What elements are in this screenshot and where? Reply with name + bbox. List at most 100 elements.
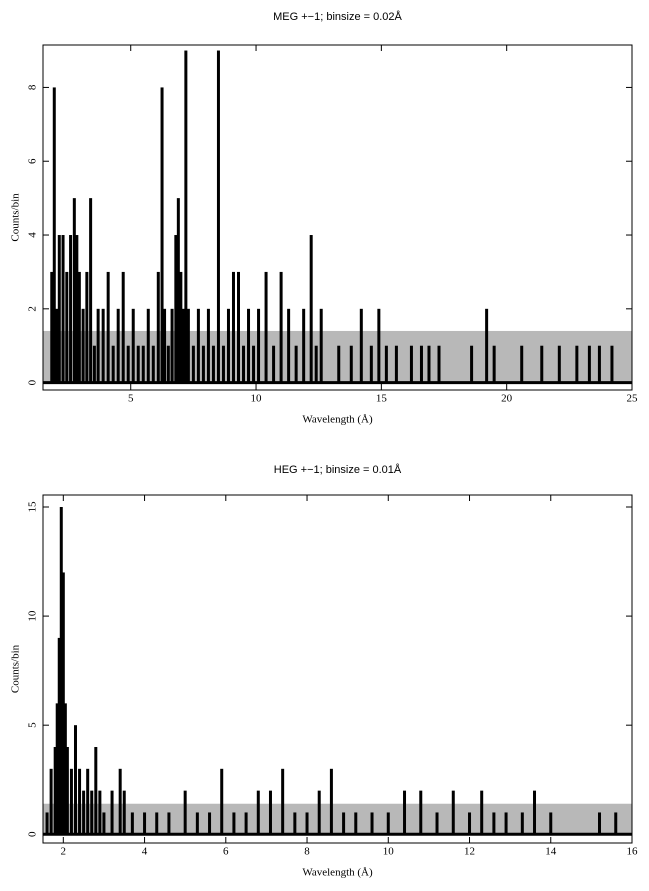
count-bar: [231, 271, 235, 383]
x-tick-label: 25: [627, 393, 639, 405]
count-bar: [386, 812, 390, 835]
x-tick-label: 16: [627, 846, 639, 858]
count-bar: [504, 812, 508, 835]
count-bar: [126, 345, 130, 383]
count-bar: [111, 345, 115, 383]
count-bar: [520, 812, 524, 835]
count-bar: [53, 747, 57, 835]
count-bar: [89, 198, 93, 383]
x-tick-label: 14: [545, 846, 557, 858]
count-bar: [184, 50, 188, 383]
count-bar: [163, 308, 167, 383]
count-bar: [354, 812, 358, 835]
y-tick-label: 15: [27, 501, 39, 513]
count-bar: [480, 790, 484, 835]
count-bar: [419, 345, 423, 383]
count-bar: [141, 345, 145, 383]
count-bar: [370, 812, 374, 835]
x-axis-label: Wavelength (Å): [302, 414, 373, 426]
count-bar: [220, 768, 224, 835]
count-bar: [216, 50, 220, 383]
count-bar: [50, 271, 54, 383]
x-tick-label: 2: [61, 846, 67, 858]
x-tick-label: 20: [501, 393, 513, 405]
count-bar: [195, 812, 199, 835]
count-bar: [557, 345, 561, 383]
count-bar: [236, 271, 240, 383]
count-bar: [101, 308, 105, 383]
count-bar: [174, 235, 178, 383]
count-bar: [110, 790, 114, 835]
count-bar: [69, 235, 73, 383]
count-bar: [485, 308, 489, 383]
count-bar: [409, 345, 413, 383]
count-bar: [279, 271, 283, 383]
count-bar: [384, 345, 388, 383]
count-bar: [85, 271, 89, 383]
count-bar: [131, 308, 135, 383]
y-tick-label: 5: [27, 722, 39, 728]
count-bar: [314, 345, 318, 383]
y-tick-label: 4: [27, 232, 39, 238]
count-bar: [90, 790, 94, 835]
count-bar: [118, 768, 122, 835]
count-bar: [419, 790, 423, 835]
count-bar: [122, 790, 126, 835]
count-bar: [102, 812, 106, 835]
x-axis-label: Wavelength (Å): [302, 867, 373, 879]
count-bar: [160, 87, 164, 383]
count-bar: [170, 308, 174, 383]
count-bar: [257, 308, 261, 383]
count-bar: [587, 345, 591, 383]
count-bar: [437, 345, 441, 383]
count-bar: [435, 812, 439, 835]
count-bar: [305, 812, 309, 835]
count-bar: [492, 812, 496, 835]
count-bar: [57, 235, 61, 383]
count-bar: [166, 345, 170, 383]
count-bar: [293, 812, 297, 835]
y-tick-label: 2: [27, 306, 39, 312]
count-bar: [427, 345, 431, 383]
count-bar: [156, 271, 160, 383]
count-bar: [130, 812, 134, 835]
count-bar: [59, 507, 63, 835]
count-bar: [151, 345, 155, 383]
count-bar: [302, 308, 306, 383]
x-tick-label: 12: [464, 846, 475, 858]
count-bar: [45, 812, 49, 835]
count-bar: [492, 345, 496, 383]
count-bar: [196, 308, 200, 383]
count-bar: [176, 198, 180, 383]
count-bar: [82, 790, 86, 835]
count-bar: [78, 768, 82, 835]
count-bar: [329, 768, 333, 835]
count-bar: [208, 812, 212, 835]
count-bar: [86, 768, 90, 835]
count-bar: [252, 345, 256, 383]
count-bar: [268, 790, 272, 835]
count-bar: [183, 790, 187, 835]
count-bar: [191, 345, 195, 383]
count-bar: [206, 308, 210, 383]
count-bar: [549, 812, 553, 835]
count-bar: [136, 345, 140, 383]
count-bar: [106, 271, 110, 383]
count-bar: [65, 271, 69, 383]
count-bar: [369, 345, 373, 383]
count-bar: [349, 345, 353, 383]
count-bar: [92, 345, 96, 383]
x-tick-label: 4: [142, 846, 148, 858]
count-bar: [614, 812, 618, 835]
plot-frame: [42, 44, 633, 391]
count-bar: [181, 308, 185, 383]
count-bar: [63, 703, 67, 835]
count-bar: [281, 768, 285, 835]
count-bar: [65, 747, 69, 835]
count-bar: [143, 812, 147, 835]
x-tick-label: 5: [128, 393, 134, 405]
x-tick-label: 10: [383, 846, 395, 858]
count-bar: [272, 345, 276, 383]
count-bar: [468, 812, 472, 835]
